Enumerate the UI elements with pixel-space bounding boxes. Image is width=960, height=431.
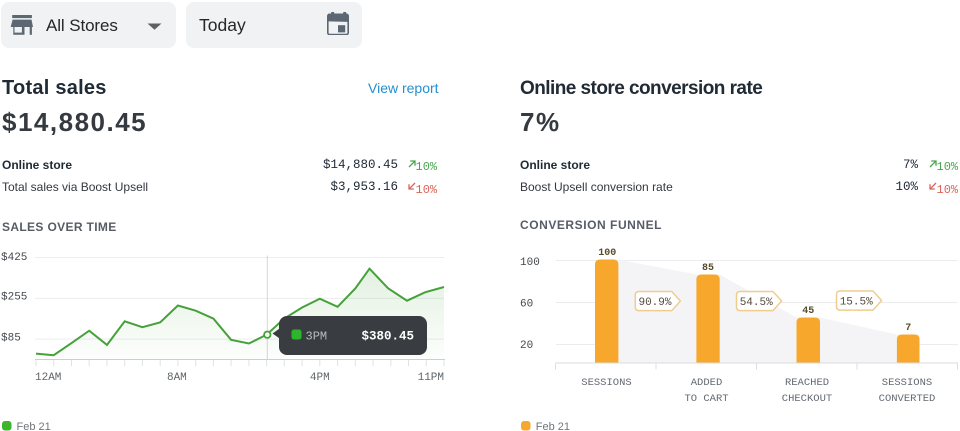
svg-text:100: 100 <box>520 257 540 269</box>
svg-text:SESSIONS: SESSIONS <box>581 377 631 389</box>
svg-text:$380.45: $380.45 <box>361 330 414 344</box>
svg-text:45: 45 <box>802 306 814 317</box>
svg-text:TO CART: TO CART <box>684 393 728 405</box>
svg-text:11PM: 11PM <box>418 372 444 384</box>
svg-text:CHECKOUT: CHECKOUT <box>782 393 832 405</box>
svg-text:ADDED: ADDED <box>691 377 723 389</box>
svg-text:15.5%: 15.5% <box>840 297 873 309</box>
svg-text:Feb 21: Feb 21 <box>17 421 51 431</box>
svg-text:85: 85 <box>702 263 714 274</box>
svg-text:7: 7 <box>905 323 911 334</box>
svg-text:$425: $425 <box>1 252 27 264</box>
svg-text:20: 20 <box>520 340 533 352</box>
svg-text:8AM: 8AM <box>167 372 187 384</box>
svg-text:60: 60 <box>520 299 533 311</box>
svg-text:3PM: 3PM <box>306 330 328 344</box>
svg-text:$255: $255 <box>1 292 27 304</box>
svg-text:Feb 21: Feb 21 <box>536 421 570 431</box>
svg-text:54.5%: 54.5% <box>740 297 773 309</box>
svg-text:12AM: 12AM <box>35 372 61 384</box>
svg-text:4PM: 4PM <box>310 372 330 384</box>
svg-text:$85: $85 <box>1 333 21 345</box>
svg-text:SESSIONS: SESSIONS <box>882 377 932 389</box>
svg-text:CONVERTED: CONVERTED <box>879 393 936 405</box>
svg-text:REACHED: REACHED <box>785 377 829 389</box>
svg-text:90.9%: 90.9% <box>638 297 671 309</box>
svg-text:100: 100 <box>598 248 616 259</box>
